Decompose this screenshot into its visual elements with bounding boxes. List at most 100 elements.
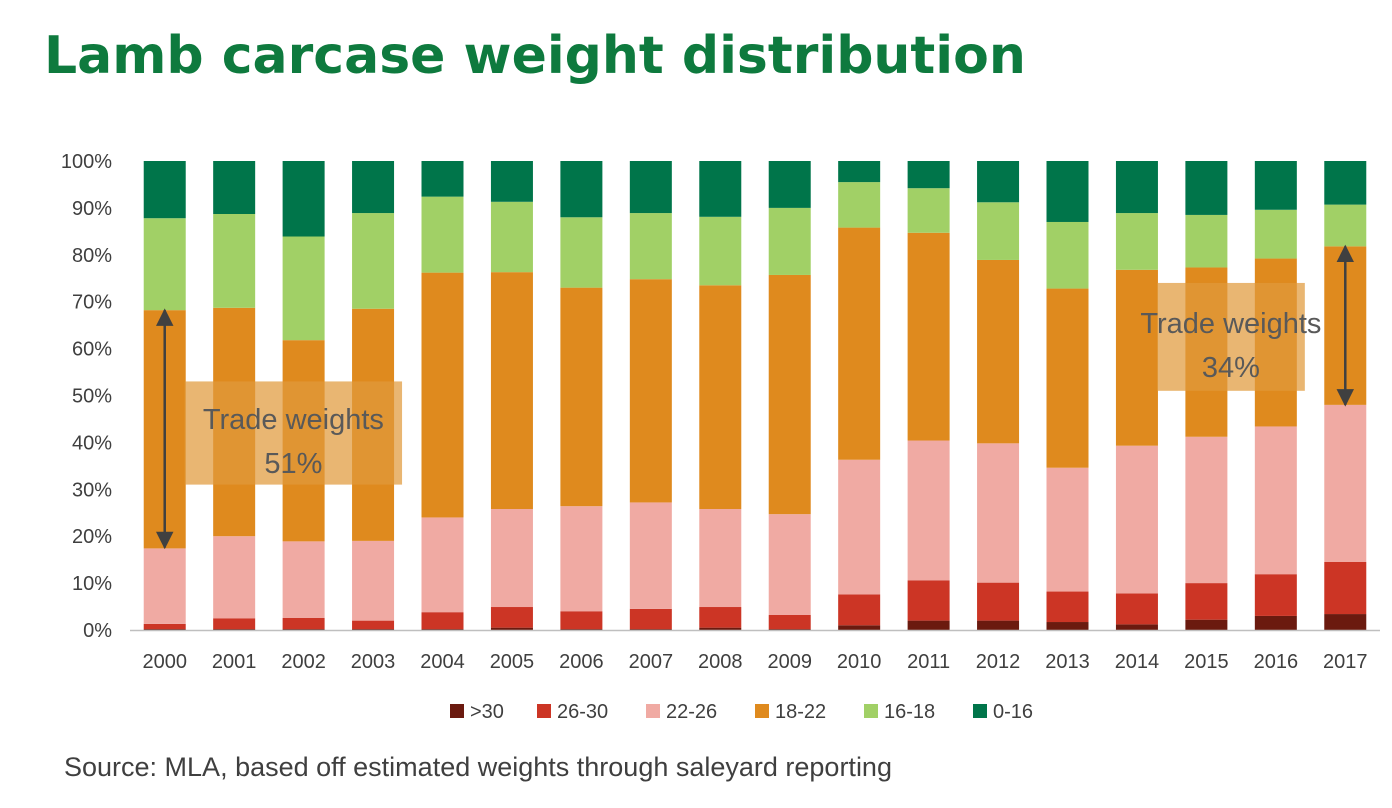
bar-segment-2000-26-30 [143,623,186,630]
bar-segment-2013-16-18 [1046,221,1089,289]
bar-segment-2005-over30 [490,627,533,630]
bar-segment-2015-26-30 [1185,583,1228,620]
bar-segment-2003-over30 [352,629,395,630]
bar-segment-2009-over30 [768,629,811,630]
bar-segment-2002-16-18 [282,236,325,341]
bar-segment-2006-26-30 [560,611,603,630]
bar-segment-2000-16-18 [143,218,186,311]
bar-segment-2016-16-18 [1254,209,1297,259]
y-tick-label: 60% [72,339,112,361]
bar-segment-2014-16-18 [1115,213,1158,270]
legend-swatch [450,704,464,718]
y-tick-label: 100% [61,151,112,173]
bar-segment-2009-26-30 [768,614,811,630]
bar-segment-2008-over30 [699,627,742,630]
legend-swatch [646,704,660,718]
y-tick-label: 0% [83,620,112,642]
bar-segment-2016-26-30 [1254,574,1297,616]
bar-segment-2004-22-26 [421,517,464,613]
bar-segment-2005-18-22 [490,272,533,509]
bar-segment-2002-0-16 [282,161,325,237]
y-tick-label: 30% [72,479,112,501]
bar-segment-2004-0-16 [421,161,464,197]
x-tick-label: 2003 [351,651,396,673]
bar-segment-2006-over30 [560,629,603,630]
bar-segment-2007-16-18 [629,213,672,280]
bar-segment-2013-22-26 [1046,467,1089,592]
source-note: Source: MLA, based off estimated weights… [64,752,892,782]
bar-segment-2006-18-22 [560,287,603,507]
x-tick-label: 2008 [698,651,743,673]
bar-segment-2011-22-26 [907,440,950,581]
bar-segment-2008-26-30 [699,607,742,628]
x-tick-label: 2000 [142,651,187,673]
legend-label: 26-30 [557,701,608,723]
bar-segment-2001-26-30 [213,618,256,630]
bar-segment-2017-0-16 [1324,161,1367,205]
annotations: Trade weights 51% Trade weights 34% [155,244,1355,550]
bar-segment-2001-16-18 [213,213,256,308]
bar-segment-2007-0-16 [629,161,672,214]
bar-segment-2017-26-30 [1324,561,1367,615]
x-tick-label: 2014 [1115,651,1160,673]
bar-segment-2010-22-26 [838,459,881,595]
bar-segment-2007-18-22 [629,279,672,503]
bar-segment-2016-0-16 [1254,161,1297,210]
bar-segment-2014-22-26 [1115,445,1158,594]
legend-label: 16-18 [884,701,935,723]
annotation-label: Trade weights [203,404,384,436]
x-tick-label: 2005 [490,651,535,673]
bar-segment-2005-16-18 [490,201,533,273]
bar-segment-2014-0-16 [1115,161,1158,214]
bar-segment-2017-over30 [1324,614,1367,630]
bar-segment-2006-16-18 [560,217,603,288]
bar-segment-2001-22-26 [213,536,256,619]
bar-segment-2009-16-18 [768,207,811,275]
bar-segment-2013-0-16 [1046,161,1089,222]
y-axis: 0% 10% 20% 30% 40% 50% 60% 70% 80% 90% 100% [61,151,112,642]
legend-label: 22-26 [666,701,717,723]
bar-segment-2012-16-18 [977,202,1020,260]
bar-segment-2008-0-16 [699,161,742,217]
bar-segment-2006-22-26 [560,506,603,612]
bar-segment-2014-18-22 [1115,269,1158,446]
annotation-label: Trade weights [1140,308,1321,340]
annotation-value: 51% [264,448,322,480]
bar-segment-2012-0-16 [977,161,1020,203]
bar-segment-2014-26-30 [1115,593,1158,625]
bar-segment-2016-22-26 [1254,426,1297,575]
bar-segment-2013-18-22 [1046,288,1089,468]
y-tick-label: 10% [72,573,112,595]
x-tick-label: 2010 [837,651,882,673]
bar-segment-2000-over30 [143,629,186,630]
x-tick-label: 2002 [281,651,326,673]
bar-segment-2007-over30 [629,629,672,630]
bar-segment-2010-over30 [838,625,881,630]
bar-segment-2001-over30 [213,629,256,630]
y-tick-label: 40% [72,432,112,454]
bar-segment-2016-over30 [1254,615,1297,630]
bar-segment-2013-26-30 [1046,591,1089,623]
bar-segment-2003-16-18 [352,213,395,309]
bar-segment-2011-18-22 [907,232,950,441]
bar-segment-2005-0-16 [490,161,533,202]
x-tick-label: 2013 [1045,651,1090,673]
bar-segment-2008-22-26 [699,508,742,608]
bar-segment-2009-0-16 [768,161,811,208]
bar-segment-2006-0-16 [560,161,603,218]
x-tick-label: 2007 [629,651,674,673]
x-tick-label: 2009 [767,651,812,673]
bar-segment-2012-18-22 [977,259,1020,444]
bar-segment-2009-18-22 [768,274,811,515]
bar-segment-2010-0-16 [838,161,881,183]
bar-segment-2014-over30 [1115,624,1158,630]
x-tick-label: 2015 [1184,651,1229,673]
bar-segment-2004-18-22 [421,272,464,518]
y-tick-label: 70% [72,292,112,314]
x-tick-label: 2004 [420,651,465,673]
legend-label: 0-16 [993,701,1033,723]
annotation-value: 34% [1202,352,1260,384]
bar-segment-2009-22-26 [768,514,811,615]
bar-segment-2003-22-26 [352,540,395,621]
legend-swatch [755,704,769,718]
